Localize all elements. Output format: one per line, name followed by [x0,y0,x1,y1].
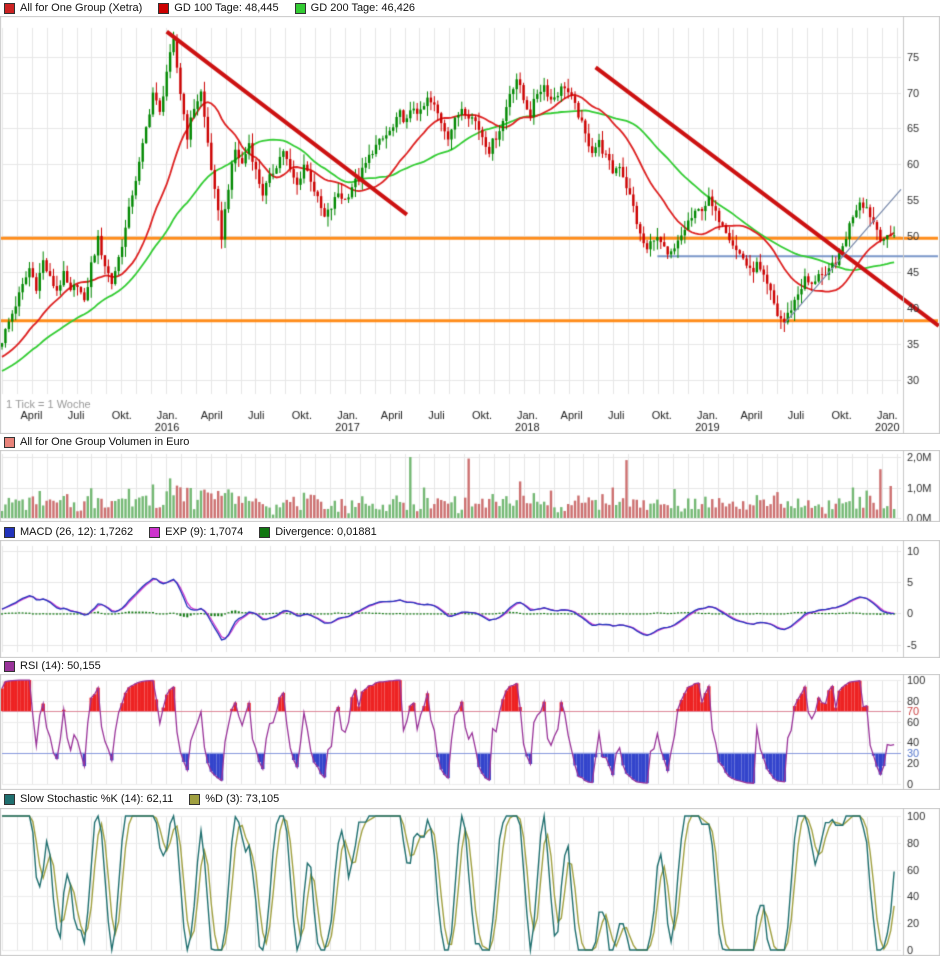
series-swatch-icon [4,660,15,672]
series-swatch-icon [294,2,306,14]
legend-item: EXP (9): 1,7074 [149,526,243,538]
legend-item: GD 200 Tage: 46,426 [294,2,416,14]
legend-item: RSI (14): 50,155 [4,660,101,672]
legend-label: All for One Group (Xetra) [20,2,143,14]
legend-label: Slow Stochastic %K (14): 62,11 [20,793,174,805]
volume-chart [0,450,940,522]
legend-label: GD 100 Tage: 48,445 [174,2,279,14]
stochastic-legend: Slow Stochastic %K (14): 62,11 %D (3): 7… [0,790,940,808]
series-swatch-icon [149,526,161,538]
legend-label: All for One Group Volumen in Euro [20,436,190,448]
legend-label: %D (3): 73,105 [205,793,280,805]
legend-item: Divergence: 0,01881 [259,526,377,538]
legend-item: %D (3): 73,105 [189,793,279,805]
price-legend: All for One Group (Xetra) GD 100 Tage: 4… [0,0,940,16]
legend-label: MACD (26, 12): 1,7262 [20,526,134,538]
legend-item: All for One Group (Xetra) [4,2,142,14]
series-swatch-icon [189,793,201,805]
legend-label: GD 200 Tage: 46,426 [310,2,416,14]
legend-label: Divergence: 0,01881 [275,526,377,538]
legend-item: MACD (26, 12): 1,7262 [4,526,133,538]
legend-item: GD 100 Tage: 48,445 [158,2,279,14]
series-swatch-icon [4,793,15,805]
stochastic-chart [0,808,940,956]
legend-item: Slow Stochastic %K (14): 62,11 [4,793,173,805]
macd-legend: MACD (26, 12): 1,7262 EXP (9): 1,7074 Di… [0,524,940,540]
series-swatch-icon [4,2,15,14]
legend-label: RSI (14): 50,155 [20,660,101,672]
price-chart [0,16,940,434]
legend-item: All for One Group Volumen in Euro [4,436,189,448]
rsi-legend: RSI (14): 50,155 [0,658,940,674]
series-swatch-icon [158,2,170,14]
series-swatch-icon [4,436,15,448]
macd-chart [0,540,940,658]
rsi-chart [0,674,940,790]
volume-legend: All for One Group Volumen in Euro [0,434,940,450]
series-swatch-icon [259,526,271,538]
legend-label: EXP (9): 1,7074 [165,526,244,538]
series-swatch-icon [4,526,15,538]
